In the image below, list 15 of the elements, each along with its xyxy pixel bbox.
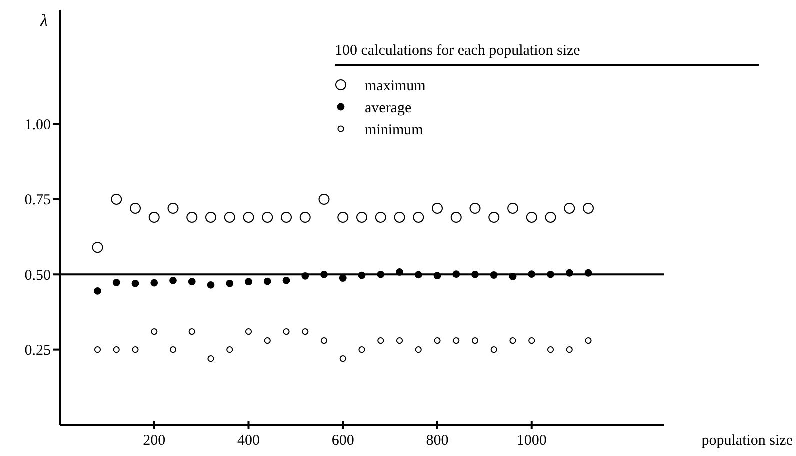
x-tick-label: 600 bbox=[332, 433, 354, 449]
y-tick-label: 1.00 bbox=[24, 118, 51, 134]
legend-label: maximum bbox=[365, 78, 426, 94]
legend-title: 100 calculations for each population size bbox=[335, 43, 581, 59]
x-tick-label: 1000 bbox=[516, 433, 547, 449]
y-tick-label: 0.25 bbox=[24, 343, 51, 360]
x-tick-label: 200 bbox=[143, 433, 166, 449]
y-tick-label: 0.75 bbox=[24, 192, 51, 209]
legend-label: minimum bbox=[365, 122, 424, 138]
x-tick-label: 400 bbox=[238, 433, 260, 449]
x-tick-label: 800 bbox=[426, 433, 449, 449]
legend-label: average bbox=[365, 100, 412, 116]
y-axis-title: λ bbox=[40, 11, 48, 30]
y-tick-label: 0.50 bbox=[24, 268, 51, 284]
x-axis-title: population size bbox=[702, 433, 794, 449]
